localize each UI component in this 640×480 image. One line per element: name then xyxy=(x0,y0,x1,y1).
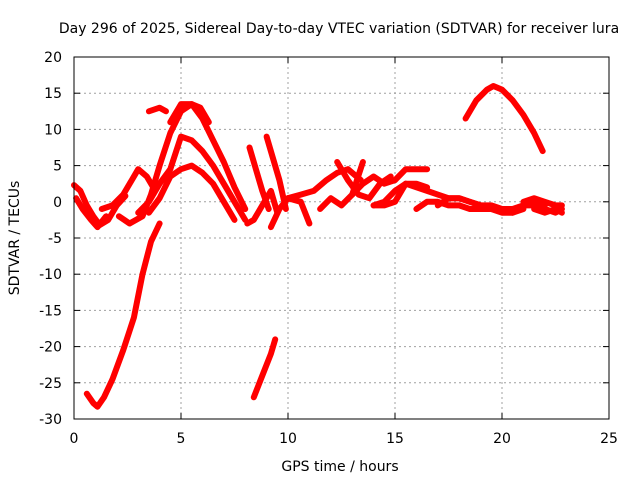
series-pass-7 xyxy=(135,133,249,223)
data-traces xyxy=(71,83,565,410)
axis-ticks: 0 5 10 15 20 25 20 15 10 5 0 -5 -10 -15 -20 -25 -30 xyxy=(39,50,618,447)
y-tick-label: 0 xyxy=(53,195,62,211)
series-pass-8 xyxy=(145,162,238,223)
gridlines xyxy=(74,57,609,419)
y-tick-label: -20 xyxy=(39,340,62,356)
x-axis-label: GPS time / hours xyxy=(281,459,398,475)
y-tick-label: 5 xyxy=(53,159,62,175)
series-pass-11 xyxy=(246,144,272,212)
series-pass-9 xyxy=(167,101,249,212)
series-pass-3 xyxy=(73,195,110,231)
x-tick-label: 25 xyxy=(600,431,618,447)
plot-frame xyxy=(73,56,610,420)
series-pass-24 xyxy=(499,202,565,216)
series-pass-25 xyxy=(520,195,565,209)
series-pass-23 xyxy=(462,83,546,155)
series-pass-4 xyxy=(98,166,157,212)
series-pass-6 xyxy=(145,104,169,115)
series-pass-15 xyxy=(285,166,364,202)
x-tick-label: 5 xyxy=(177,431,186,447)
x-tick-label: 15 xyxy=(386,431,404,447)
series-pass-26 xyxy=(531,206,565,216)
chart-title: Day 296 of 2025, Sidereal Day-to-day VTE… xyxy=(59,21,619,37)
y-tick-label: -10 xyxy=(39,267,62,283)
y-tick-label: -5 xyxy=(48,231,62,247)
x-tick-label: 20 xyxy=(493,431,511,447)
y-tick-label: 15 xyxy=(44,86,62,102)
x-tick-label: 10 xyxy=(279,431,297,447)
series-pass-2 xyxy=(71,182,129,228)
series-pass-13 xyxy=(250,336,279,401)
y-axis-label: SDTVAR / TECUs xyxy=(7,181,23,296)
series-pass-18 xyxy=(349,166,431,198)
series-pass-12 xyxy=(263,133,289,212)
series-pass-1 xyxy=(83,220,163,410)
y-tick-label: -15 xyxy=(39,303,62,319)
y-tick-label: -30 xyxy=(39,412,62,428)
y-tick-label: 10 xyxy=(44,122,62,138)
x-tick-label: 0 xyxy=(70,431,79,447)
series-pass-5 xyxy=(115,101,212,227)
y-tick-label: 20 xyxy=(44,50,62,66)
series-pass-16 xyxy=(317,159,366,212)
y-tick-label: -25 xyxy=(39,376,62,392)
series-pass-10 xyxy=(244,187,281,227)
